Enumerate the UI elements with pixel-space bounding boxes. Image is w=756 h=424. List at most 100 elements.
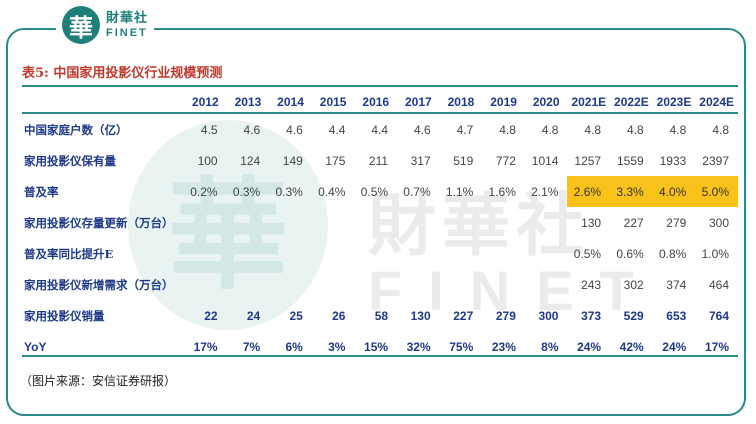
table-cell	[482, 207, 525, 238]
table-cell: 7%	[242, 339, 261, 354]
table-cell: 130	[581, 215, 602, 230]
row-label: 普及率	[24, 184, 59, 199]
forecast-table: 2012 2013 2014 2015 2016 2017 2018 2019 2020 2021…	[22, 90, 738, 362]
table-cell: 1933	[659, 153, 687, 168]
table-cell: 2.6%	[567, 176, 611, 207]
source-note: （图片来源：安信证券研报）	[20, 374, 177, 388]
bottom-rule	[22, 355, 738, 357]
table-row: 家用投影仪销量 22 24 25 26 58 130 227 279 300 373 529 653 76…	[22, 300, 738, 331]
table-row: 中国家庭户数（亿） 4.5 4.6 4.6 4.4 4.4 4.6 4.7 4.8 4.8 4.8 4…	[22, 114, 738, 145]
table-cell: 317	[410, 153, 431, 168]
row-label: 中国家庭户数（亿）	[24, 122, 128, 137]
table-cell: 211	[368, 153, 389, 168]
brand-logo: 華 財華社 FINET	[56, 4, 155, 46]
table-row: YoY 17% 7% 6% 3% 15% 32% 75% 23% 8% 24% 42% 24% 17%	[22, 331, 738, 362]
header-rule	[22, 112, 738, 114]
table-cell: 373	[581, 308, 602, 323]
table-cell: 24	[246, 308, 261, 323]
table-cell	[525, 238, 568, 269]
table-cell: 17%	[704, 339, 729, 354]
table-cell: 0.2%	[190, 184, 218, 199]
header-row: 2012 2013 2014 2015 2016 2017 2018 2019 2020 2021…	[22, 90, 738, 114]
table-cell	[184, 238, 227, 269]
table-cell: 24%	[577, 339, 602, 354]
brand-badge-icon: 華	[62, 6, 100, 44]
table-cell: 0.8%	[658, 246, 687, 261]
table-cell: 227	[623, 215, 644, 230]
table-cell: 772	[495, 153, 516, 168]
year-header-cell: 2022E	[614, 95, 649, 109]
table-cell: 26	[332, 308, 346, 323]
table-cell: 4.8	[541, 122, 559, 137]
table-cell: 3.3%	[610, 176, 653, 207]
table-cell: 149	[282, 153, 303, 168]
table-cell: 374	[666, 277, 687, 292]
table-cell: 279	[666, 215, 687, 230]
year-header-cell: 2014	[277, 95, 304, 109]
year-header-cell: 2018	[447, 95, 475, 109]
table-cell: 32%	[406, 339, 431, 354]
table-cell: 4.6	[243, 122, 261, 137]
table-cell	[397, 207, 440, 238]
table-cell	[312, 269, 355, 300]
table-cell: 175	[325, 153, 346, 168]
table-cell: 15%	[364, 339, 389, 354]
table-cell: 4.5	[200, 122, 218, 137]
table-cell: 243	[581, 277, 602, 292]
year-header-cell: 2017	[405, 95, 432, 109]
table-cell: 764	[708, 308, 729, 323]
table-cell	[312, 238, 355, 269]
table-cell	[227, 269, 270, 300]
table-cell: 1.1%	[445, 184, 474, 199]
row-label: 家用投影仪保有量	[24, 153, 116, 168]
table-cell	[440, 238, 483, 269]
year-header-cell: 2016	[362, 95, 390, 109]
table-row: 家用投影仪保有量 100 124 149 175 211 317 519 772 1014 1257…	[22, 145, 738, 176]
row-label: YoY	[24, 339, 47, 354]
table-cell: 1014	[531, 153, 559, 168]
table-cell: 4.4	[371, 122, 389, 137]
table-cell	[440, 269, 483, 300]
table-cell: 653	[666, 308, 687, 323]
table-cell: 4.8	[627, 122, 644, 137]
table-cell: 4.8	[584, 122, 602, 137]
table-cell: 0.4%	[318, 184, 346, 199]
table-cell	[312, 207, 355, 238]
year-header-cell: 2020	[532, 95, 560, 109]
table-cell	[269, 238, 312, 269]
table-title: 表5: 中国家用投影仪行业规模预测	[22, 66, 223, 81]
table-cell: 300	[708, 215, 729, 230]
table-cell: 227	[453, 308, 474, 323]
table-cell	[440, 207, 483, 238]
table-cell: 0.6%	[616, 246, 644, 261]
table-cell: 1.6%	[488, 184, 516, 199]
table-cell: 100	[197, 153, 218, 168]
table-cell	[354, 269, 397, 300]
table-cell	[482, 238, 525, 269]
year-header-cell: 2024E	[699, 95, 734, 109]
table-cell	[269, 207, 312, 238]
table-cell: 4.0%	[652, 176, 696, 207]
table-cell: 6%	[285, 339, 303, 354]
table-cell	[227, 207, 270, 238]
row-label: 普及率同比提升E	[24, 246, 114, 261]
brand-name-cn: 財華社	[106, 10, 149, 26]
title-rule	[22, 85, 738, 87]
table-cell: 0.5%	[573, 246, 602, 261]
table-cell: 519	[453, 153, 474, 168]
table-cell: 4.7	[456, 122, 474, 137]
table-cell: 4.6	[286, 122, 303, 137]
year-header-cell: 2013	[234, 95, 262, 109]
year-header-cell: 2019	[490, 95, 517, 109]
row-label: 家用投影仪新增需求（万台）	[24, 277, 174, 292]
table-cell: 130	[410, 308, 431, 323]
table-cell: 4.6	[413, 122, 431, 137]
table-cell: 0.3%	[275, 184, 303, 199]
table-cell: 23%	[491, 339, 516, 354]
table-row: 家用投影仪存量更新（万台） 130 227 279 300	[22, 207, 738, 238]
table-row: 普及率同比提升E 0.5% 0.6% 0.8% 1.0%	[22, 238, 738, 269]
table-cell: 300	[538, 308, 559, 323]
table-cell	[227, 238, 270, 269]
table-cell: 464	[708, 277, 729, 292]
brand-name-en: FINET	[106, 26, 148, 39]
